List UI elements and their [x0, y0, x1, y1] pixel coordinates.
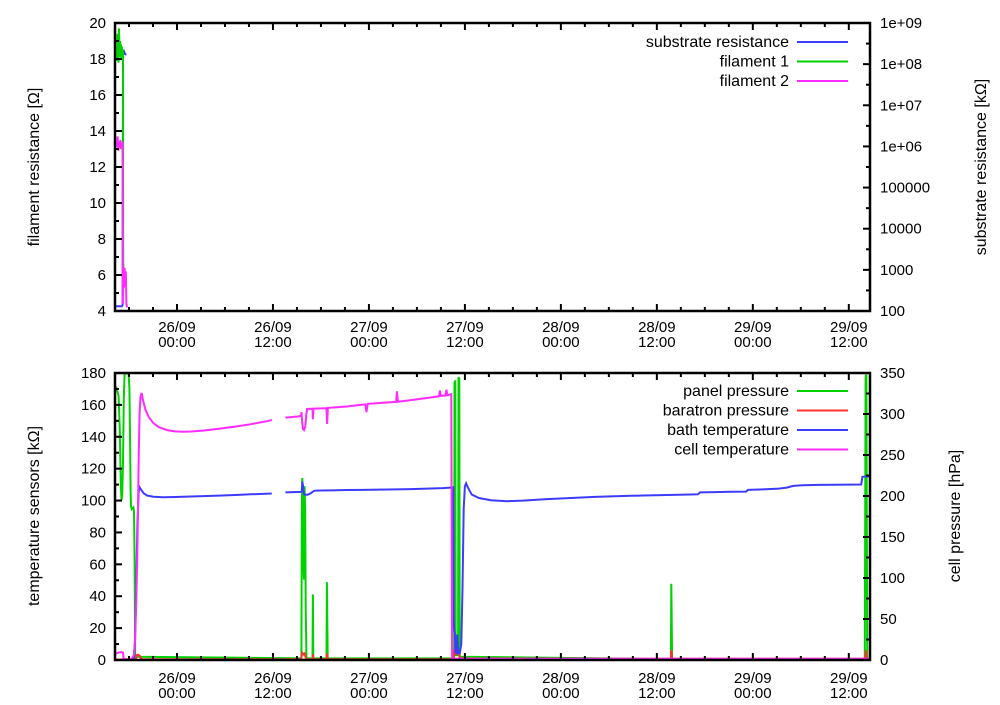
y-right-tick-label: 100000 — [880, 180, 930, 197]
series-filament-2 — [116, 136, 128, 308]
legend-label: cell temperature — [674, 442, 789, 459]
series-filament-1 — [116, 28, 125, 272]
x-tick-label: 28/09 — [638, 670, 676, 687]
y-left-tick-label: 140 — [81, 429, 106, 446]
x-tick-label: 12:00 — [254, 334, 292, 351]
x-tick-label: 29/09 — [830, 319, 868, 336]
x-tick-label: 12:00 — [638, 334, 676, 351]
legend-entry: filament 1 — [720, 54, 848, 71]
x-tick-label: 27/09 — [446, 319, 484, 336]
legend-entry: substrate resistance — [646, 34, 848, 51]
x-tick-label: 00:00 — [542, 334, 580, 351]
legend-entry: bath temperature — [667, 422, 848, 439]
x-tick-label: 26/09 — [158, 319, 196, 336]
y-left-tick-label: 12 — [89, 159, 106, 176]
bottom-left-axis-label: temperature sensors [kΩ] — [26, 426, 43, 606]
series-bath-temperature — [132, 475, 870, 660]
x-tick-label: 12:00 — [830, 334, 868, 351]
x-tick-label: 00:00 — [542, 685, 580, 700]
series-group — [115, 28, 128, 308]
x-tick-label: 26/09 — [158, 670, 196, 687]
x-tick-label: 28/09 — [542, 670, 580, 687]
x-tick-label: 12:00 — [446, 334, 484, 351]
y-left-tick-label: 40 — [89, 588, 106, 605]
bottom-right-axis-label: cell pressure [hPa] — [947, 450, 964, 583]
legend-label: filament 2 — [720, 73, 789, 90]
y-left-tick-label: 160 — [81, 397, 106, 414]
legend-entry: cell temperature — [674, 442, 848, 459]
y-right-tick-label: 200 — [880, 488, 905, 505]
y-left-tick-label: 10 — [89, 195, 106, 212]
x-tick-label: 29/09 — [734, 319, 772, 336]
legend: panel pressure baratron pressure bath temp… — [663, 383, 848, 459]
ticks — [115, 22, 870, 312]
x-tick-label: 28/09 — [638, 319, 676, 336]
legend-entry: panel pressure — [683, 383, 848, 400]
y-left-tick-label: 60 — [89, 556, 106, 573]
y-left-tick-label: 8 — [98, 231, 106, 248]
x-tick-label: 00:00 — [158, 334, 196, 351]
y-right-tick-label: 100 — [880, 570, 905, 587]
y-right-tick-label: 350 — [880, 365, 905, 382]
y-right-tick-label: 150 — [880, 529, 905, 546]
y-left-tick-label: 100 — [81, 493, 106, 510]
y-left-tick-label: 180 — [81, 365, 106, 382]
top-left-axis-label: filament resistance [Ω] — [26, 88, 43, 247]
legend-label: bath temperature — [667, 422, 789, 439]
y-left-tick-label: 6 — [98, 267, 106, 284]
x-tick-label: 27/09 — [350, 319, 388, 336]
x-tick-label: 00:00 — [734, 334, 772, 351]
y-right-tick-label: 300 — [880, 406, 905, 423]
x-tick-label: 26/09 — [254, 670, 292, 687]
x-tick-label: 12:00 — [254, 685, 292, 700]
top-right-axis-label: substrate resistance [kΩ] — [973, 79, 990, 255]
y-left-tick-label: 0 — [98, 652, 106, 669]
x-tick-label: 00:00 — [734, 685, 772, 700]
y-right-tick-label: 250 — [880, 447, 905, 464]
y-right-tick-label: 1000 — [880, 262, 913, 279]
y-right-tick-label: 1e+08 — [880, 56, 922, 73]
y-right-tick-label: 1e+09 — [880, 15, 922, 32]
legend-label: filament 1 — [720, 54, 789, 71]
y-left-tick-label: 120 — [81, 461, 106, 478]
resistance-chart: 26/0900:0026/0912:0027/0900:0027/0912:00… — [89, 15, 930, 351]
y-right-tick-label: 0 — [880, 652, 888, 669]
x-tick-label: 00:00 — [158, 685, 196, 700]
x-tick-label: 28/09 — [542, 319, 580, 336]
y-left-tick-label: 14 — [89, 123, 106, 140]
y-right-tick-label: 1e+07 — [880, 97, 922, 114]
legend-entry: filament 2 — [720, 73, 848, 90]
y-left-tick-label: 4 — [98, 303, 106, 320]
legend-label: panel pressure — [683, 383, 789, 400]
ticks — [115, 372, 870, 661]
x-tick-label: 00:00 — [350, 334, 388, 351]
y-left-tick-label: 20 — [89, 15, 106, 32]
legend-entry: baratron pressure — [663, 403, 848, 420]
legend-label: substrate resistance — [646, 34, 789, 51]
x-tick-label: 27/09 — [350, 670, 388, 687]
y-right-tick-label: 50 — [880, 611, 897, 628]
x-tick-label: 12:00 — [830, 685, 868, 700]
x-tick-label: 29/09 — [830, 670, 868, 687]
x-tick-label: 27/09 — [446, 670, 484, 687]
x-tick-label: 26/09 — [254, 319, 292, 336]
y-left-tick-label: 80 — [89, 524, 106, 541]
legend-label: baratron pressure — [663, 403, 789, 420]
x-tick-label: 12:00 — [638, 685, 676, 700]
y-right-tick-label: 1e+06 — [880, 138, 922, 155]
y-right-tick-label: 10000 — [880, 221, 922, 238]
y-left-tick-label: 16 — [89, 87, 106, 104]
y-right-tick-label: 100 — [880, 303, 905, 320]
legend: substrate resistance filament 1 filament 2 — [646, 34, 848, 90]
temperature-pressure-chart: 26/0900:0026/0912:0027/0900:0027/0912:00… — [81, 365, 905, 702]
series-panel-pressure — [115, 373, 870, 660]
x-tick-label: 29/09 — [734, 670, 772, 687]
y-left-tick-label: 20 — [89, 620, 106, 637]
x-tick-label: 12:00 — [446, 685, 484, 700]
y-left-tick-label: 18 — [89, 51, 106, 68]
x-tick-label: 00:00 — [350, 685, 388, 700]
